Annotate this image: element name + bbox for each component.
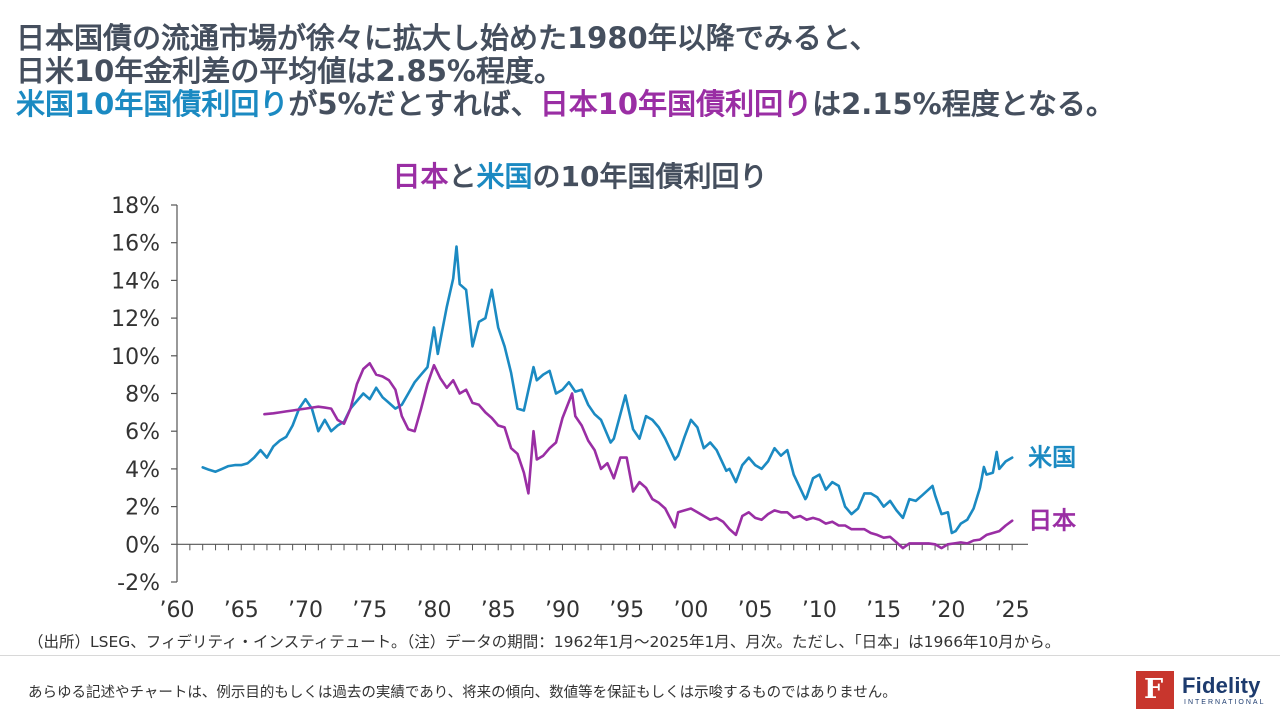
x-tick-label: ’10 — [802, 598, 837, 623]
chart-title: 日本と米国の10年国債利回り — [0, 155, 1160, 195]
y-tick-label: -2% — [117, 571, 160, 596]
y-tick-label: 18% — [111, 194, 160, 219]
chart-title-japan: 日本 — [392, 160, 449, 193]
x-tick-label: ’60 — [160, 598, 195, 623]
series-line-us — [201, 245, 1014, 535]
series-label: 日本 — [1028, 507, 1076, 535]
y-tick-label: 2% — [125, 496, 160, 521]
y-tick-label: 16% — [111, 232, 160, 257]
x-tick-label: ’05 — [738, 598, 773, 623]
x-tick-label: ’75 — [352, 598, 387, 623]
fidelity-logo-mark-icon: F — [1136, 671, 1174, 709]
headline-line-3: 米国10年国債利回りが5%だとすれば、日本10年国債利回りは2.15%程度となる… — [16, 88, 1115, 121]
source-note: （出所）LSEG、フィデリティ・インスティテュート。（注）データの期間：1962… — [28, 633, 1061, 651]
y-tick-label: 14% — [111, 269, 160, 294]
fidelity-logo: F Fidelity INTERNATIONAL — [1136, 671, 1272, 709]
x-tick-label: ’95 — [609, 598, 644, 623]
chart-title-joiner: と — [448, 160, 477, 193]
headline-line-3-mid: が5%だとすれば、 — [288, 87, 540, 121]
yield-line-chart: -2% 0% 2% 4% 6% 8% 10% 12% 14% 16% 18% ’60 ’65 ’70 ’75… — [111, 194, 1076, 623]
y-tick-label: 8% — [125, 383, 160, 408]
y-tick-label: 10% — [111, 345, 160, 370]
disclaimer: あらゆる記述やチャートは、例示目的もしくは過去の実績であり、将来の傾向、数値等を… — [28, 685, 897, 701]
y-tick-label: 6% — [125, 420, 160, 445]
x-tick-label: ’80 — [416, 598, 451, 623]
x-tick-label: ’00 — [673, 598, 708, 623]
series-label: 米国 — [1028, 444, 1076, 472]
x-tick-label: ’65 — [224, 598, 259, 623]
headline: 日本国債の流通市場が徐々に拡大し始めた1980年以降でみると、 日米10年金利差… — [16, 22, 1115, 121]
x-tick-label: ’90 — [545, 598, 580, 623]
x-tick-label: ’20 — [930, 598, 965, 623]
y-tick-label: 0% — [125, 533, 160, 558]
chart-title-us: 米国 — [476, 160, 533, 193]
headline-line-3-end: は2.15%程度となる。 — [812, 87, 1115, 121]
headline-us-yield: 米国10年国債利回り — [16, 87, 289, 121]
y-tick-label: 4% — [125, 458, 160, 483]
y-tick-label: 12% — [111, 307, 160, 332]
x-tick-label: ’15 — [866, 598, 901, 623]
chart-ticks: -2% 0% 2% 4% 6% 8% 10% 12% 14% 16% 18% ’60 ’65 ’70 ’75… — [111, 194, 1030, 623]
series-line-japan — [263, 361, 1014, 550]
chart-title-rest: の10年国債利回り — [532, 160, 768, 193]
headline-line-2: 日米10年金利差の平均値は2.85%程度。 — [16, 54, 563, 88]
fidelity-logo-subtitle: INTERNATIONAL — [1184, 699, 1266, 706]
fidelity-logo-wordmark: Fidelity — [1182, 673, 1261, 698]
footer-divider — [0, 655, 1280, 656]
headline-jp-yield: 日本10年国債利回り — [539, 87, 813, 121]
chart-series — [201, 245, 1014, 550]
x-tick-label: ’70 — [288, 598, 323, 623]
headline-line-1: 日本国債の流通市場が徐々に拡大し始めた1980年以降でみると、 — [16, 21, 879, 55]
x-tick-label: ’85 — [481, 598, 516, 623]
chart-axes — [176, 205, 1028, 582]
x-tick-label: ’25 — [995, 598, 1030, 623]
